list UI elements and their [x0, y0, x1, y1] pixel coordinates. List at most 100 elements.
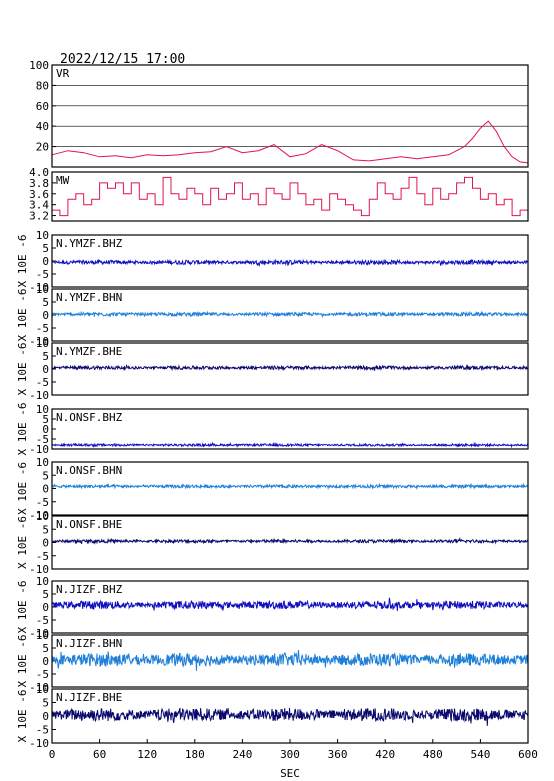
- y-tick-label: 10: [36, 510, 49, 523]
- y-tick-label: -10: [29, 281, 49, 294]
- y-tick-label: 5: [42, 413, 49, 426]
- y-tick-label: 10: [36, 283, 49, 296]
- series-line: [51, 649, 529, 671]
- y-tick-label: -5: [36, 322, 49, 335]
- y-tick-label: -10: [29, 335, 49, 348]
- series-line: [51, 536, 529, 545]
- y-tick-label: 5: [42, 697, 49, 710]
- panels-group: 20406080100VR3.23.43.63.84.0MW-10-50510N…: [16, 59, 529, 750]
- y-tick-label: -10: [29, 681, 49, 694]
- y-tick-label: -5: [36, 550, 49, 563]
- y-tick-label: -5: [36, 268, 49, 281]
- panel-frame: [51, 580, 529, 634]
- y-tick-label: 3.2: [29, 210, 49, 223]
- y-tick-label: 0: [42, 423, 49, 436]
- panel-vr: 20 40 60 80 100 VR: [29, 59, 529, 168]
- y-axis-unit-label: X 10E -6: [16, 581, 29, 634]
- y-tick-label: 5: [42, 242, 49, 255]
- series-line: [51, 482, 529, 491]
- y-tick-label: -5: [36, 614, 49, 627]
- x-tick-label: 120: [137, 748, 157, 761]
- panel-frame: [51, 634, 529, 688]
- y-axis-unit-label: X 10E -6: [16, 343, 29, 396]
- y-axis-unit-label: X 10E -6: [16, 235, 29, 288]
- y-tick-label: 10: [36, 629, 49, 642]
- y-tick-label: 10: [36, 575, 49, 588]
- y-axis-unit-label: X 10E -6: [16, 462, 29, 515]
- y-tick-label: 3.4: [29, 199, 49, 212]
- series-line: [51, 120, 529, 164]
- x-tick-label: 0: [49, 748, 56, 761]
- y-tick-label: 10: [36, 337, 49, 350]
- series-line: [51, 707, 529, 726]
- y-tick-label: 10: [36, 683, 49, 696]
- y-tick-label: 60: [36, 100, 49, 113]
- y-axis-unit-label: X 10E -6: [16, 403, 29, 456]
- panel-name-label: N.JIZF.BHN: [56, 637, 122, 650]
- y-tick-label: 20: [36, 141, 49, 154]
- panel-frame: [51, 408, 529, 450]
- y-tick-label: -5: [36, 668, 49, 681]
- y-tick-label: -10: [29, 389, 49, 402]
- x-tick-label: 600: [518, 748, 538, 761]
- y-tick-label: 10: [36, 456, 49, 469]
- panel-name-label: N.YMZF.BHZ: [56, 237, 123, 250]
- y-tick-label: 5: [42, 642, 49, 655]
- y-tick-label: 80: [36, 79, 49, 92]
- series-line: [51, 310, 529, 319]
- y-tick-label: 0: [42, 655, 49, 668]
- x-axis-label: SEC: [280, 767, 300, 780]
- x-tick-label: 540: [470, 748, 490, 761]
- y-tick-label: 0: [42, 309, 49, 322]
- panel-name-label: N.YMZF.BHN: [56, 291, 122, 304]
- panel-name-label: VR: [56, 67, 70, 80]
- y-tick-label: -10: [29, 443, 49, 456]
- panel-frame: [51, 64, 529, 168]
- x-tick-label: 60: [93, 748, 106, 761]
- y-tick-label: -5: [36, 376, 49, 389]
- x-tick-label: 240: [232, 748, 252, 761]
- y-tick-label: -10: [29, 509, 49, 522]
- chart-datetime-title: 2022/12/15 17:00: [60, 52, 185, 67]
- y-tick-label: 0: [42, 601, 49, 614]
- y-axis-unit-label: X 10E -6: [16, 516, 29, 569]
- y-tick-label: 0: [42, 483, 49, 496]
- panel-frame: [51, 288, 529, 342]
- panel-mw: 3.23.43.63.84.0 MW: [29, 166, 529, 223]
- panel-name-label: N.ONSF.BHZ: [56, 411, 123, 424]
- panel-frame: [51, 461, 529, 516]
- y-tick-label: 5: [42, 469, 49, 482]
- panel-frame: [51, 171, 529, 222]
- panel-frame: [51, 515, 529, 570]
- y-tick-label: 5: [42, 350, 49, 363]
- series-line: [51, 441, 529, 449]
- y-axis-unit-label: X 10E -6: [16, 635, 29, 688]
- y-tick-label: -5: [36, 433, 49, 446]
- y-tick-label: 40: [36, 120, 49, 133]
- y-tick-label: -5: [36, 496, 49, 509]
- y-tick-label: 5: [42, 588, 49, 601]
- y-tick-label: 4.0: [29, 166, 49, 179]
- panel-name-label: N.ONSF.BHN: [56, 464, 122, 477]
- series-line: [52, 176, 529, 217]
- panel-frame: [51, 234, 529, 288]
- y-tick-label: 3.6: [29, 188, 49, 201]
- series-line: [51, 258, 529, 268]
- y-tick-label: 100: [29, 59, 49, 72]
- y-tick-label: 0: [42, 537, 49, 550]
- panel-name-label: N.YMZF.BHE: [56, 345, 122, 358]
- panel-name-label: N.ONSF.BHE: [56, 518, 122, 531]
- y-tick-label: 5: [42, 296, 49, 309]
- y-tick-label: 5: [42, 523, 49, 536]
- y-axis-unit-label: X 10E -6: [16, 289, 29, 342]
- y-tick-label: -10: [29, 563, 49, 576]
- x-tick-label: 420: [375, 748, 395, 761]
- x-tick-label: 360: [328, 748, 348, 761]
- x-tick-label: 180: [185, 748, 205, 761]
